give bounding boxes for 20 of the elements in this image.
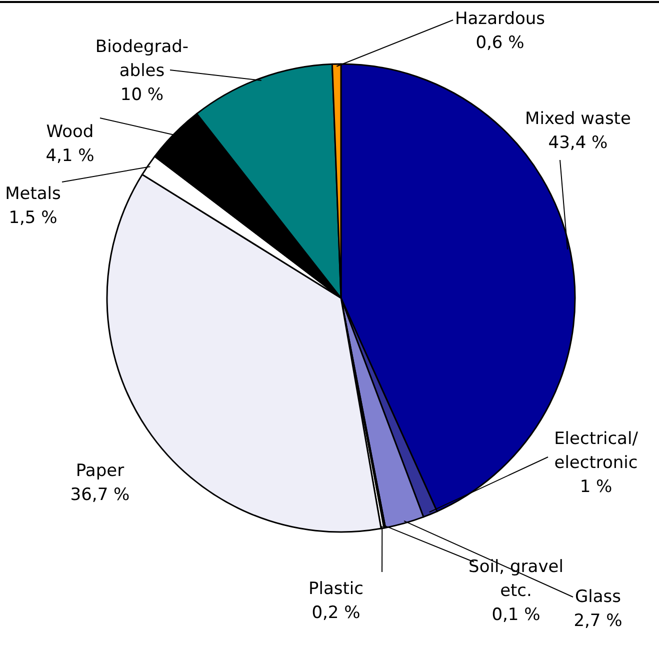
data-label: 1 % (580, 477, 612, 497)
slice-label: Soil, gravel etc. (468, 557, 564, 601)
data-label: 0,1 % (492, 605, 540, 625)
data-label: 1,5 % (8, 208, 58, 228)
slice-label: Mixed waste (525, 109, 631, 129)
data-label: 0,6 % (476, 33, 524, 53)
data-label: 43,4 % (548, 133, 608, 153)
slice-label: Wood (46, 122, 94, 142)
slice-label: Plastic (308, 579, 364, 599)
slice-label: Glass (574, 587, 622, 607)
slice-label: Paper (76, 461, 124, 481)
data-label: 2,7 % (574, 611, 622, 631)
data-label: 0,2 % (312, 603, 360, 623)
slice-label: Metals (5, 184, 62, 204)
slice-label: Biodegrad- ables (95, 37, 189, 81)
slice-label: Hazardous (454, 9, 546, 29)
data-label: 10 % (120, 85, 164, 105)
data-label: 4,1 % (46, 146, 94, 166)
slice-label: Electrical/ electronic (554, 429, 638, 473)
data-label: 36,7 % (70, 485, 130, 505)
